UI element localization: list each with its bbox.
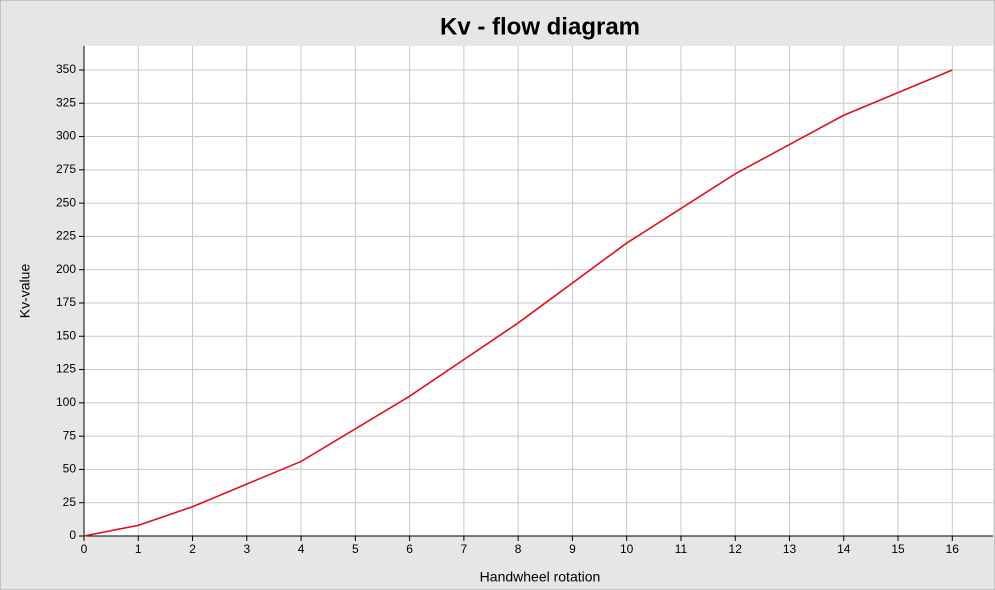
data-line: [83, 69, 953, 537]
y-tick-label: 350: [56, 62, 76, 76]
plot-area: [84, 46, 993, 536]
chart-title: Kv - flow diagram: [440, 13, 640, 40]
x-tick-label: 10: [620, 542, 634, 556]
y-tick-label: 250: [56, 195, 76, 209]
y-tick-label: 200: [56, 262, 76, 276]
y-tick-label: 275: [56, 162, 76, 176]
y-tick-label: 100: [56, 395, 76, 409]
y-tick-label: 175: [56, 295, 76, 309]
y-tick-label: 50: [63, 462, 77, 476]
x-tick-label: 5: [352, 542, 359, 556]
x-tick-label: 6: [406, 542, 413, 556]
x-tick-label: 12: [729, 542, 743, 556]
x-tick-label: 0: [81, 542, 88, 556]
x-tick-label: 1: [135, 542, 142, 556]
y-tick-label: 125: [56, 362, 76, 376]
x-tick-label: 3: [243, 542, 250, 556]
x-tick-label: 2: [189, 542, 196, 556]
x-tick-label: 9: [569, 542, 576, 556]
y-tick-label: 25: [63, 495, 77, 509]
x-tick-label: 16: [946, 542, 960, 556]
x-axis-label: Handwheel rotation: [480, 569, 601, 585]
x-tick-label: 14: [837, 542, 851, 556]
y-tick-label: 325: [56, 95, 76, 109]
x-tick-label: 8: [515, 542, 522, 556]
x-tick-label: 7: [461, 542, 468, 556]
y-tick-label: 150: [56, 328, 76, 342]
y-tick-label: 75: [63, 428, 77, 442]
x-tick-label: 4: [298, 542, 305, 556]
x-tick-label: 13: [783, 542, 797, 556]
y-tick-label: 300: [56, 129, 76, 143]
x-tick-label: 11: [675, 542, 688, 556]
y-tick-label: 0: [69, 528, 76, 542]
x-tick-label: 15: [891, 542, 905, 556]
y-tick-label: 225: [56, 229, 76, 243]
y-axis-label: Kv-value: [17, 264, 33, 319]
